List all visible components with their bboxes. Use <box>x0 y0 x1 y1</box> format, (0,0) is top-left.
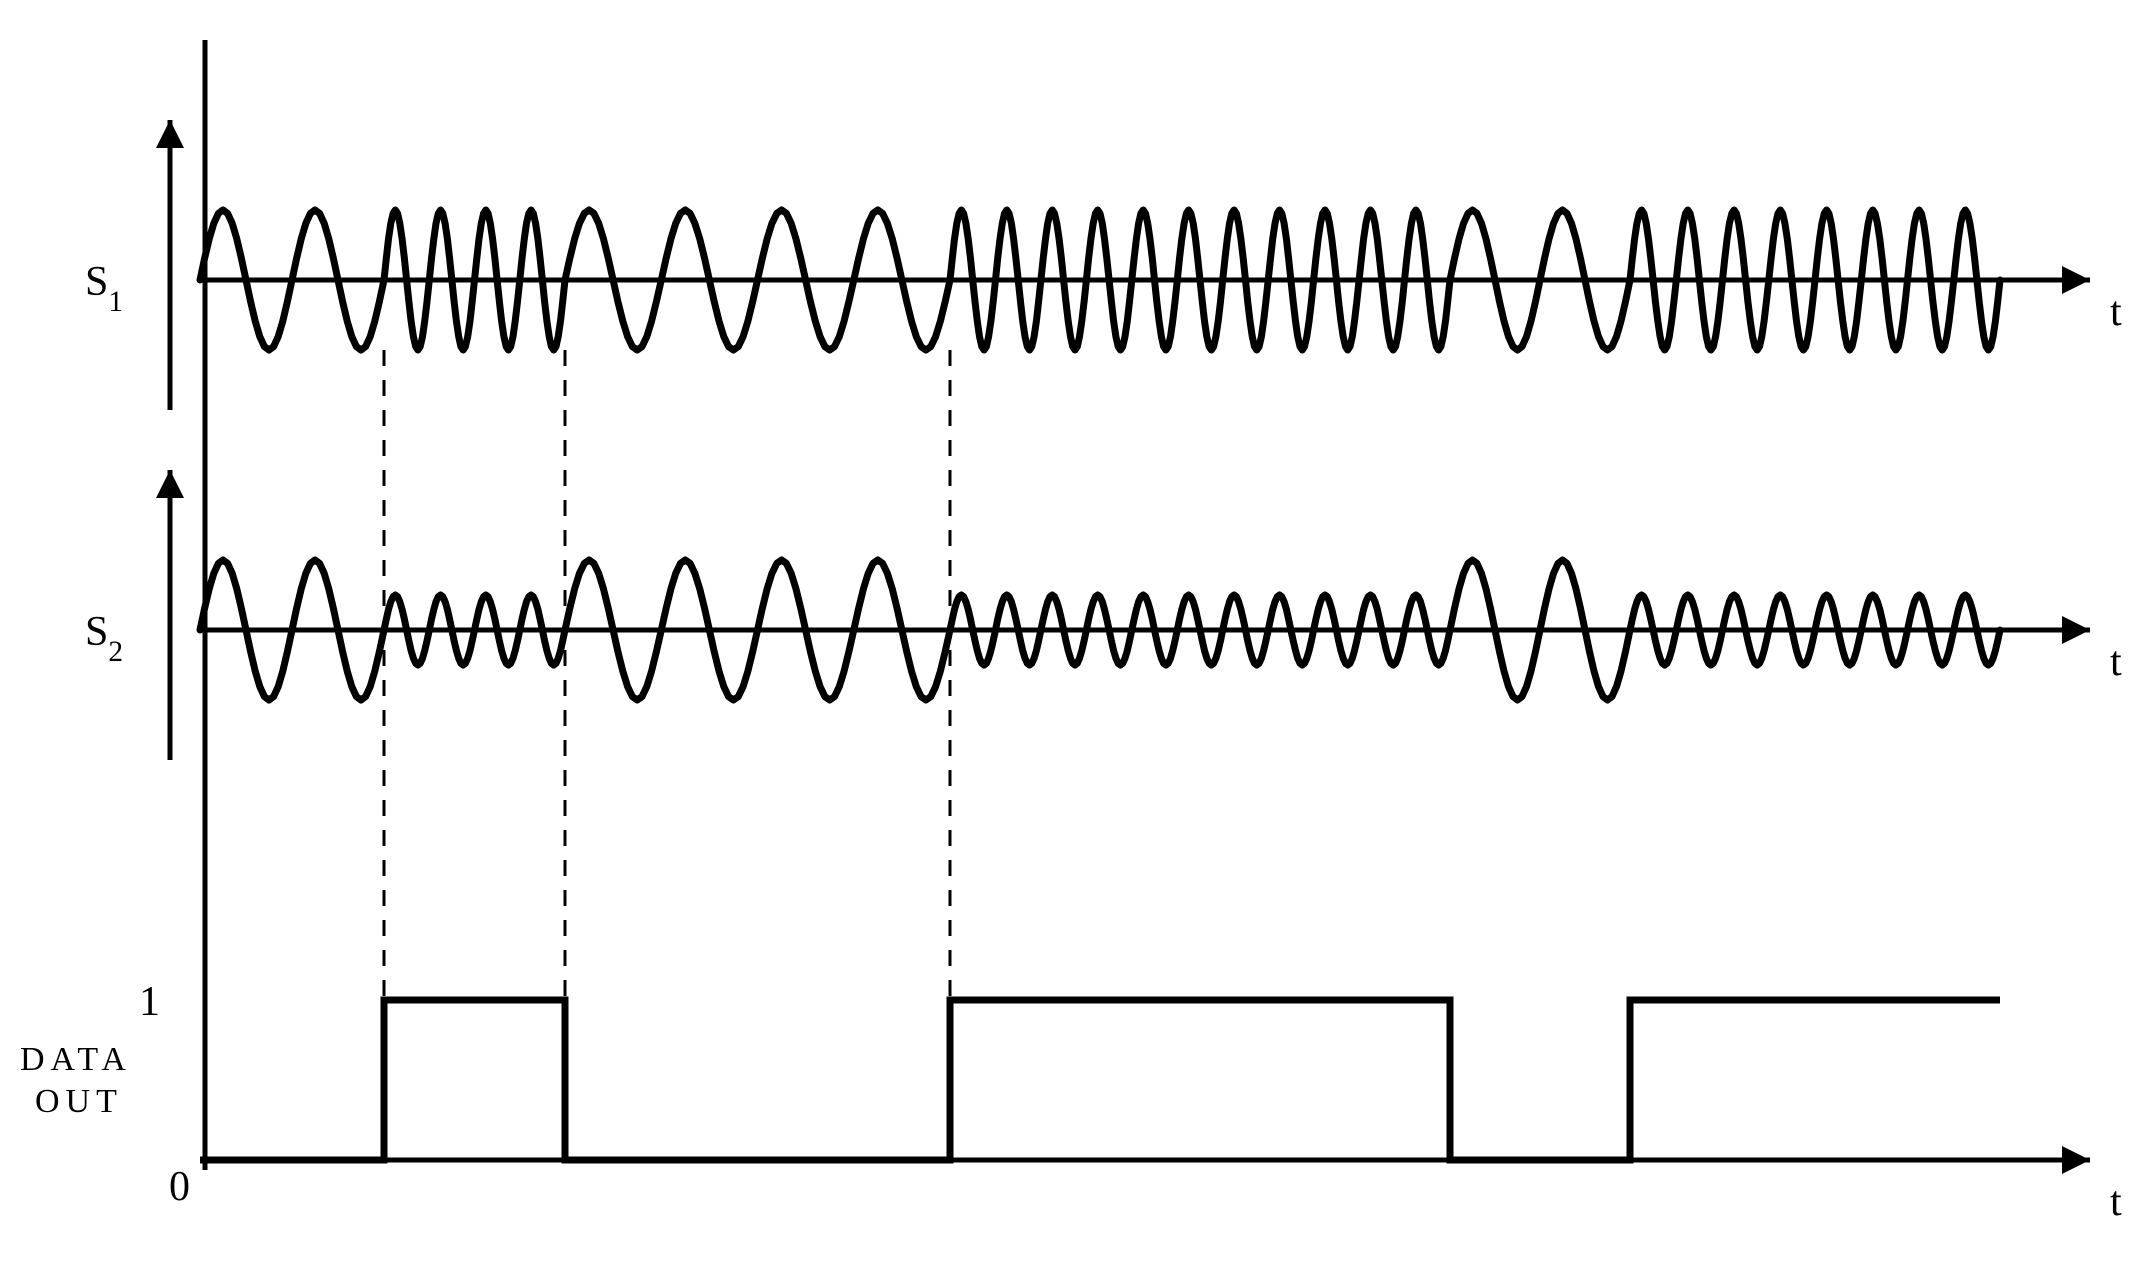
data-out-label-line1: DATA <box>20 1041 132 1078</box>
t-axis-label: t <box>2110 1179 2122 1225</box>
t-axis-label: t <box>2110 639 2122 685</box>
level-high-label: 1 <box>139 979 160 1025</box>
level-low-label: 0 <box>169 1164 190 1210</box>
digital-waveform <box>200 1000 2000 1160</box>
signal-label-s2: S2 <box>85 609 123 668</box>
t-axis-label: t <box>2110 289 2122 335</box>
signal-timing-diagram: S1 t S2 t t 1 0 DATA OUT <box>0 0 2154 1263</box>
data-out-label-line2: OUT <box>35 1083 123 1120</box>
signal-label-s1: S1 <box>85 259 123 318</box>
